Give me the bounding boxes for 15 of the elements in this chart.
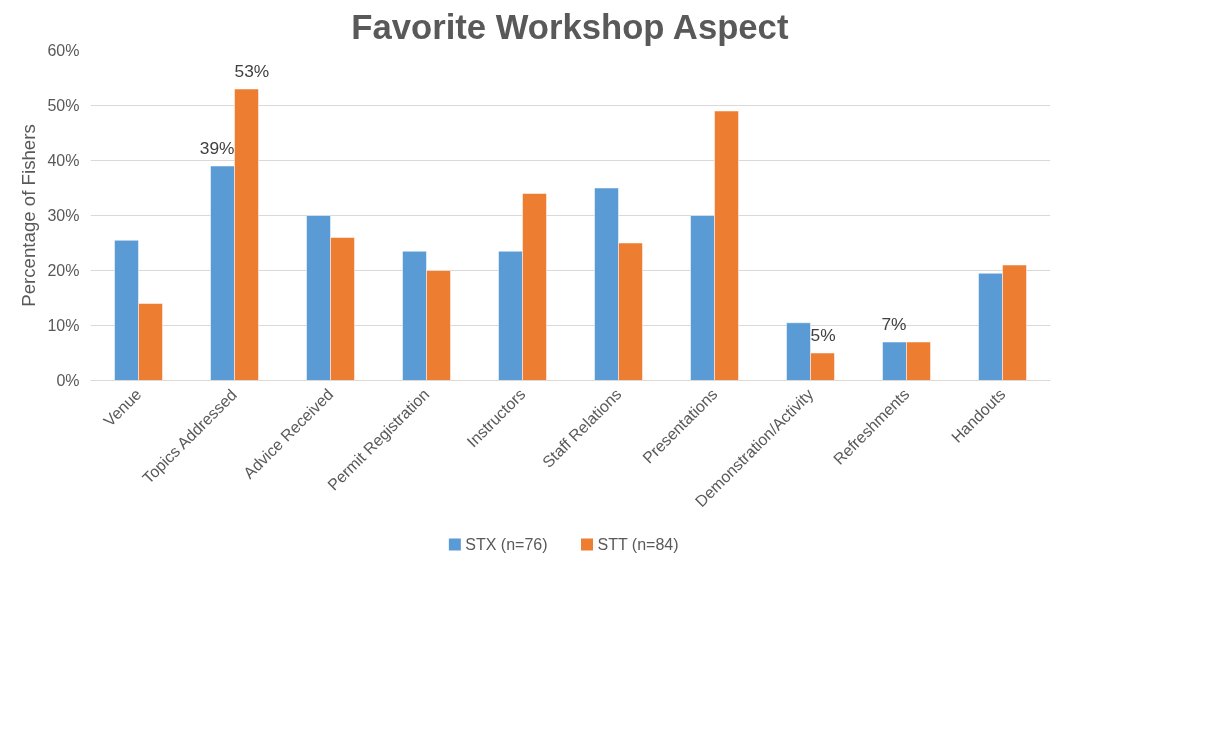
data-label: 53% (234, 61, 270, 81)
legend-label: STT (n=84) (597, 536, 679, 553)
y-tick-label: 10% (47, 317, 80, 334)
y-tick-label: 30% (47, 207, 80, 224)
y-tick-label: 60% (47, 42, 80, 59)
legend-label: STX (n=76) (465, 536, 548, 553)
data-label: 5% (810, 325, 836, 345)
y-tick-label: 0% (56, 372, 80, 389)
data-label: 39% (199, 138, 235, 158)
y-axis-title: Percentage of Fishers (18, 124, 40, 307)
y-tick-label: 40% (47, 152, 80, 169)
y-tick-label: 50% (47, 97, 80, 114)
chart-title: Favorite Workshop Aspect (351, 7, 789, 46)
y-tick-label: 20% (47, 262, 80, 279)
data-label: 7% (881, 314, 907, 334)
